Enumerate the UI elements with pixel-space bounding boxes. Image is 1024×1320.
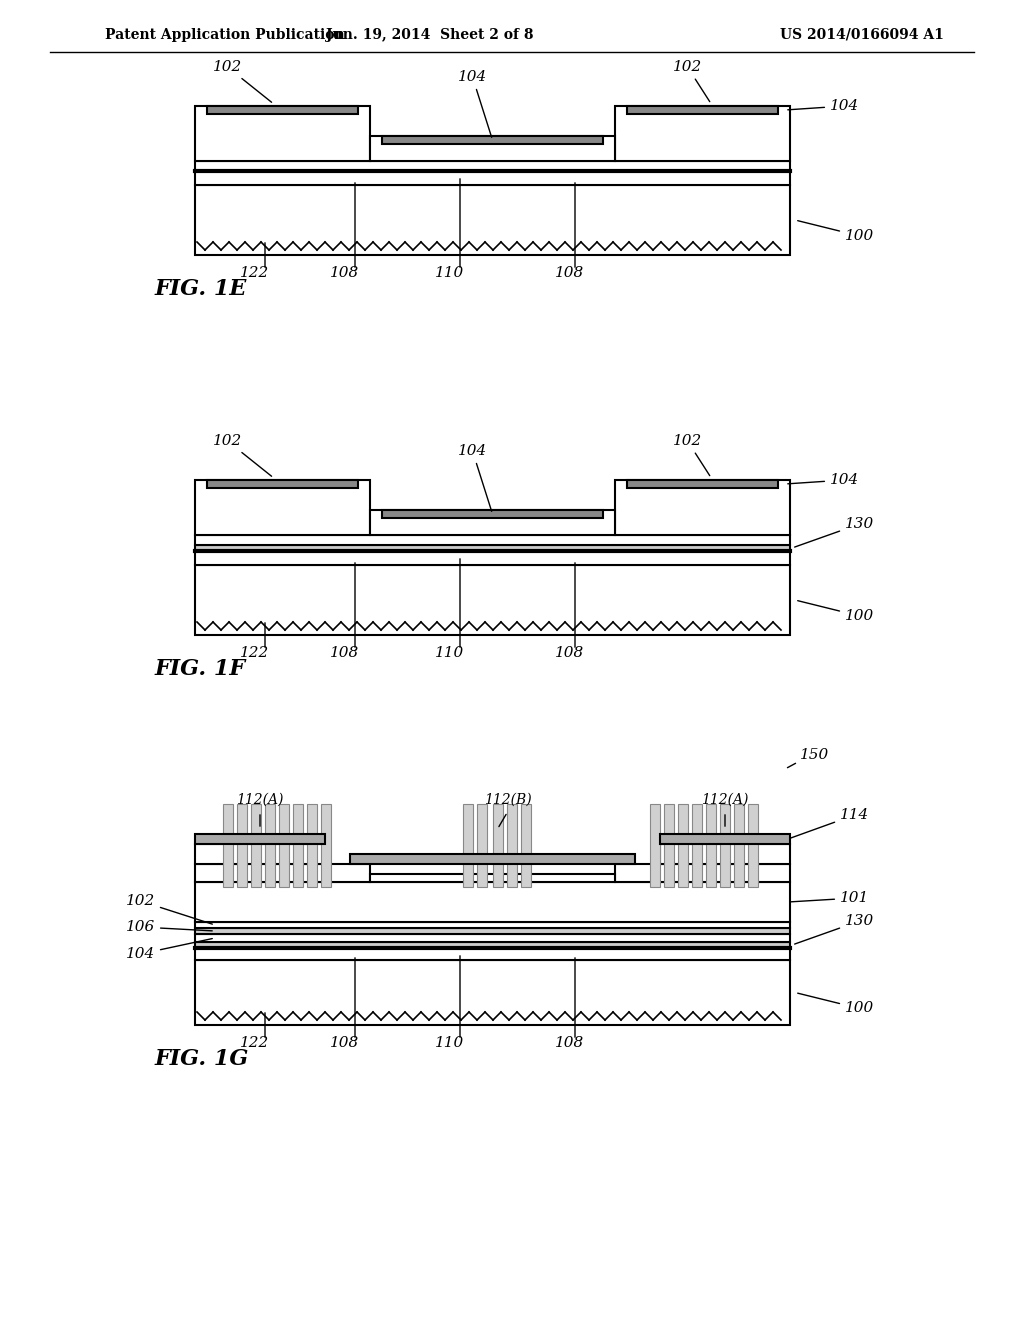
Text: 108: 108 bbox=[331, 645, 359, 660]
Bar bbox=[265, 804, 275, 887]
Bar bbox=[207, 480, 358, 488]
Text: 112(B): 112(B) bbox=[483, 793, 531, 807]
Text: 112(A): 112(A) bbox=[237, 793, 284, 807]
Text: 108: 108 bbox=[331, 267, 359, 280]
Text: 101: 101 bbox=[791, 891, 869, 906]
Text: 122: 122 bbox=[241, 1036, 269, 1049]
Bar bbox=[692, 804, 702, 887]
Bar bbox=[195, 834, 325, 843]
Bar bbox=[195, 185, 790, 255]
Bar bbox=[195, 960, 790, 1026]
Bar bbox=[195, 565, 790, 635]
Text: FIG. 1E: FIG. 1E bbox=[155, 279, 248, 300]
Bar bbox=[382, 510, 603, 517]
Bar bbox=[195, 545, 790, 550]
Text: 100: 100 bbox=[798, 601, 874, 623]
Bar bbox=[615, 480, 790, 535]
Text: 110: 110 bbox=[435, 645, 465, 660]
Bar bbox=[195, 843, 325, 865]
Bar bbox=[195, 161, 790, 172]
Text: 130: 130 bbox=[795, 517, 874, 546]
Text: 108: 108 bbox=[331, 1036, 359, 1049]
Bar bbox=[507, 804, 516, 887]
Text: 100: 100 bbox=[798, 220, 874, 243]
Text: 104: 104 bbox=[458, 444, 492, 511]
Text: 104: 104 bbox=[126, 939, 212, 961]
Text: 106: 106 bbox=[126, 920, 212, 935]
Text: 130: 130 bbox=[795, 913, 874, 944]
Bar bbox=[615, 865, 790, 882]
Bar bbox=[195, 535, 790, 545]
Bar bbox=[321, 804, 331, 887]
Bar bbox=[678, 804, 688, 887]
Text: 102: 102 bbox=[126, 894, 212, 924]
Text: Jun. 19, 2014  Sheet 2 of 8: Jun. 19, 2014 Sheet 2 of 8 bbox=[327, 28, 534, 42]
Bar bbox=[251, 804, 261, 887]
Bar bbox=[195, 921, 790, 928]
Bar bbox=[350, 854, 635, 865]
Text: 102: 102 bbox=[213, 59, 271, 102]
Bar bbox=[370, 510, 615, 535]
Bar bbox=[195, 106, 370, 161]
Bar bbox=[195, 172, 790, 185]
Text: 104: 104 bbox=[458, 70, 492, 137]
Text: 122: 122 bbox=[241, 267, 269, 280]
Bar bbox=[748, 804, 758, 887]
Bar bbox=[493, 804, 503, 887]
Bar bbox=[615, 106, 790, 161]
Bar bbox=[520, 804, 530, 887]
Text: FIG. 1G: FIG. 1G bbox=[155, 1048, 250, 1071]
Bar bbox=[650, 804, 660, 887]
Bar bbox=[195, 948, 790, 960]
Bar bbox=[706, 804, 716, 887]
Bar bbox=[195, 935, 790, 942]
Bar bbox=[207, 106, 358, 114]
Bar bbox=[664, 804, 674, 887]
Bar bbox=[463, 804, 472, 887]
Bar bbox=[382, 136, 603, 144]
Bar bbox=[223, 804, 233, 887]
Bar bbox=[660, 843, 790, 865]
Bar bbox=[195, 480, 370, 535]
Text: 108: 108 bbox=[555, 1036, 585, 1049]
Bar bbox=[734, 804, 744, 887]
Bar bbox=[195, 865, 370, 882]
Bar bbox=[627, 480, 778, 488]
Text: 150: 150 bbox=[800, 748, 829, 762]
Text: 122: 122 bbox=[241, 645, 269, 660]
Bar bbox=[627, 106, 778, 114]
Text: 108: 108 bbox=[555, 267, 585, 280]
Text: 110: 110 bbox=[435, 1036, 465, 1049]
Text: 102: 102 bbox=[673, 59, 710, 102]
Bar bbox=[237, 804, 247, 887]
Text: Patent Application Publication: Patent Application Publication bbox=[105, 28, 345, 42]
Text: 100: 100 bbox=[798, 993, 874, 1015]
Bar bbox=[195, 550, 790, 565]
Bar bbox=[307, 804, 317, 887]
Text: 102: 102 bbox=[673, 434, 710, 475]
Bar bbox=[279, 804, 289, 887]
Bar bbox=[195, 942, 790, 948]
Bar bbox=[476, 804, 486, 887]
Bar bbox=[195, 928, 790, 935]
Bar bbox=[370, 874, 615, 882]
Bar bbox=[195, 882, 790, 921]
Bar bbox=[720, 804, 730, 887]
Text: US 2014/0166094 A1: US 2014/0166094 A1 bbox=[780, 28, 944, 42]
Text: 110: 110 bbox=[435, 267, 465, 280]
Text: 104: 104 bbox=[787, 99, 859, 114]
Bar bbox=[660, 834, 790, 843]
Text: 112(A): 112(A) bbox=[701, 793, 749, 807]
Text: 108: 108 bbox=[555, 645, 585, 660]
Text: FIG. 1F: FIG. 1F bbox=[155, 657, 246, 680]
Bar bbox=[370, 136, 615, 161]
Text: 104: 104 bbox=[787, 473, 859, 487]
Bar bbox=[293, 804, 303, 887]
Text: 102: 102 bbox=[213, 434, 271, 477]
Text: 114: 114 bbox=[791, 808, 869, 838]
